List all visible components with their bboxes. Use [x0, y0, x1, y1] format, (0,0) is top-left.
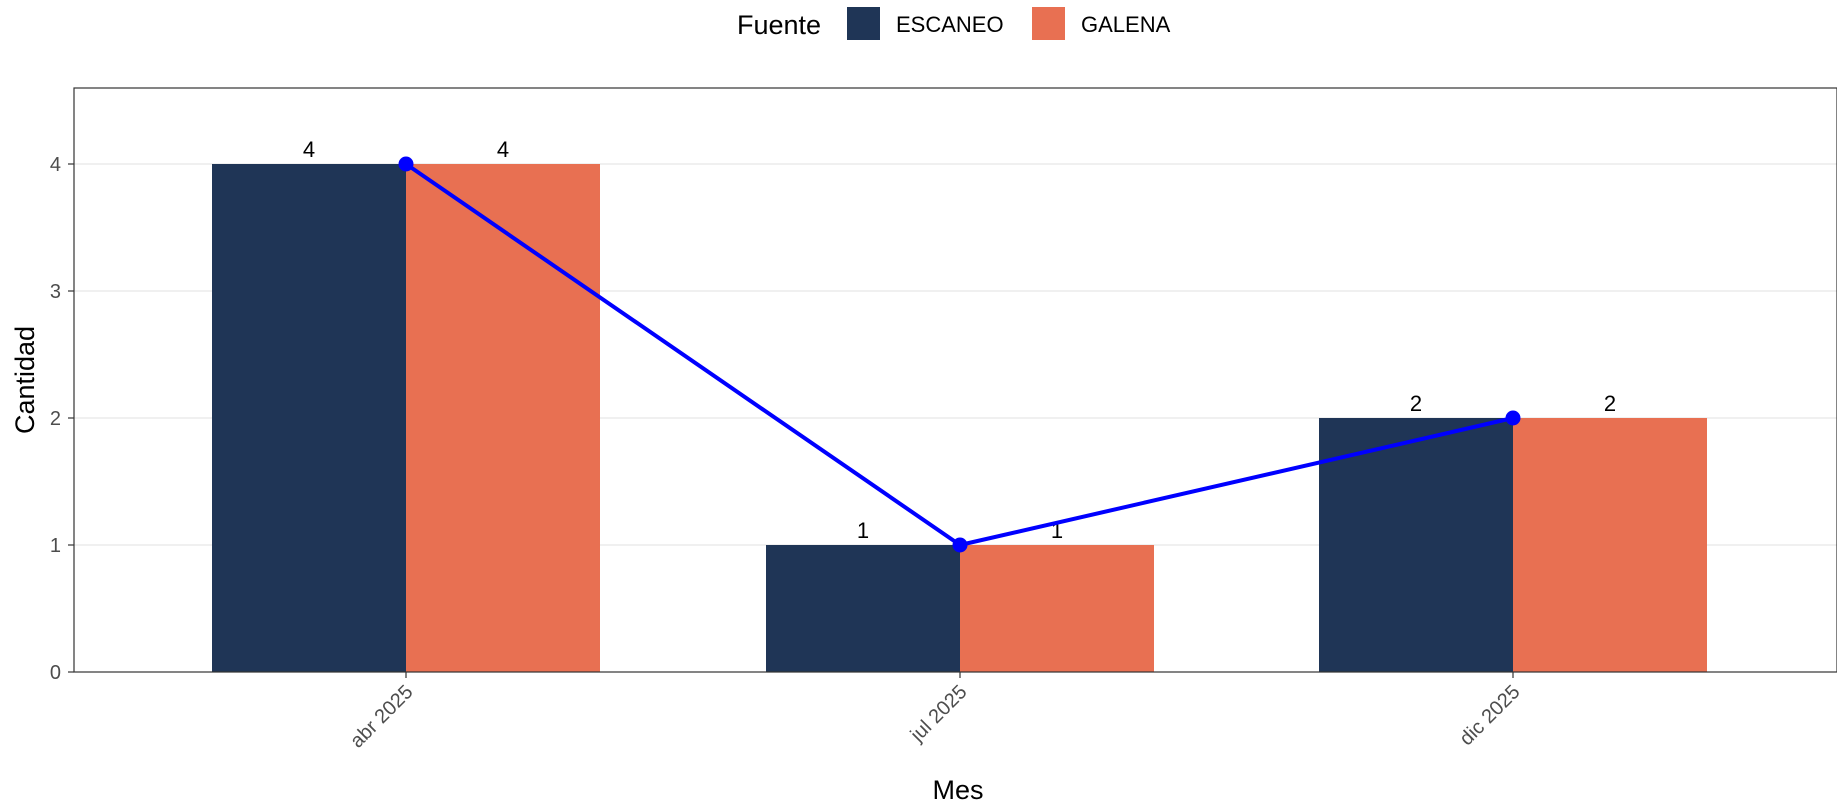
data-label: 4: [303, 137, 315, 162]
y-tick-label: 4: [50, 154, 61, 176]
data-label: 2: [1604, 391, 1616, 416]
bar-galena-0: [406, 164, 600, 672]
trend-point: [398, 156, 414, 172]
trend-point: [952, 537, 968, 553]
data-label: 2: [1410, 391, 1422, 416]
trend-point: [1505, 410, 1521, 426]
x-axis: abr 2025 jul 2025 dic 2025: [346, 672, 1525, 752]
y-tick-label: 2: [50, 408, 61, 430]
legend-label: GALENA: [1081, 12, 1171, 37]
legend-key-galena: [1032, 7, 1065, 40]
y-tick-label: 0: [50, 662, 61, 684]
bar-galena-1: [960, 545, 1154, 672]
data-label: 1: [857, 518, 869, 543]
x-tick-label: abr 2025: [346, 681, 417, 752]
legend-label: ESCANEO: [896, 12, 1004, 37]
data-labels: 4 41 12 2: [303, 137, 1616, 543]
bars: [212, 164, 1707, 672]
x-tick-label: jul 2025: [906, 681, 972, 747]
y-tick-label: 3: [50, 281, 61, 303]
line-overlay: [398, 156, 1521, 553]
bar-escaneo-1: [766, 545, 960, 672]
plot-panel-border: [73, 87, 1837, 673]
data-label: 4: [497, 137, 509, 162]
legend-title: Fuente: [737, 10, 821, 40]
bar-escaneo-0: [212, 164, 406, 672]
x-axis-title: Mes: [932, 775, 983, 802]
y-tick-label: 1: [50, 535, 61, 557]
legend: Fuente ESCANEO GALENA: [737, 7, 1171, 40]
bar-escaneo-2: [1319, 418, 1513, 672]
legend-key-escaneo: [847, 7, 880, 40]
x-tick-label: dic 2025: [1456, 681, 1525, 750]
y-axis: 0 1 2 3 4: [50, 154, 74, 684]
bar-galena-2: [1513, 418, 1707, 672]
y-axis-title: Cantidad: [10, 326, 40, 434]
